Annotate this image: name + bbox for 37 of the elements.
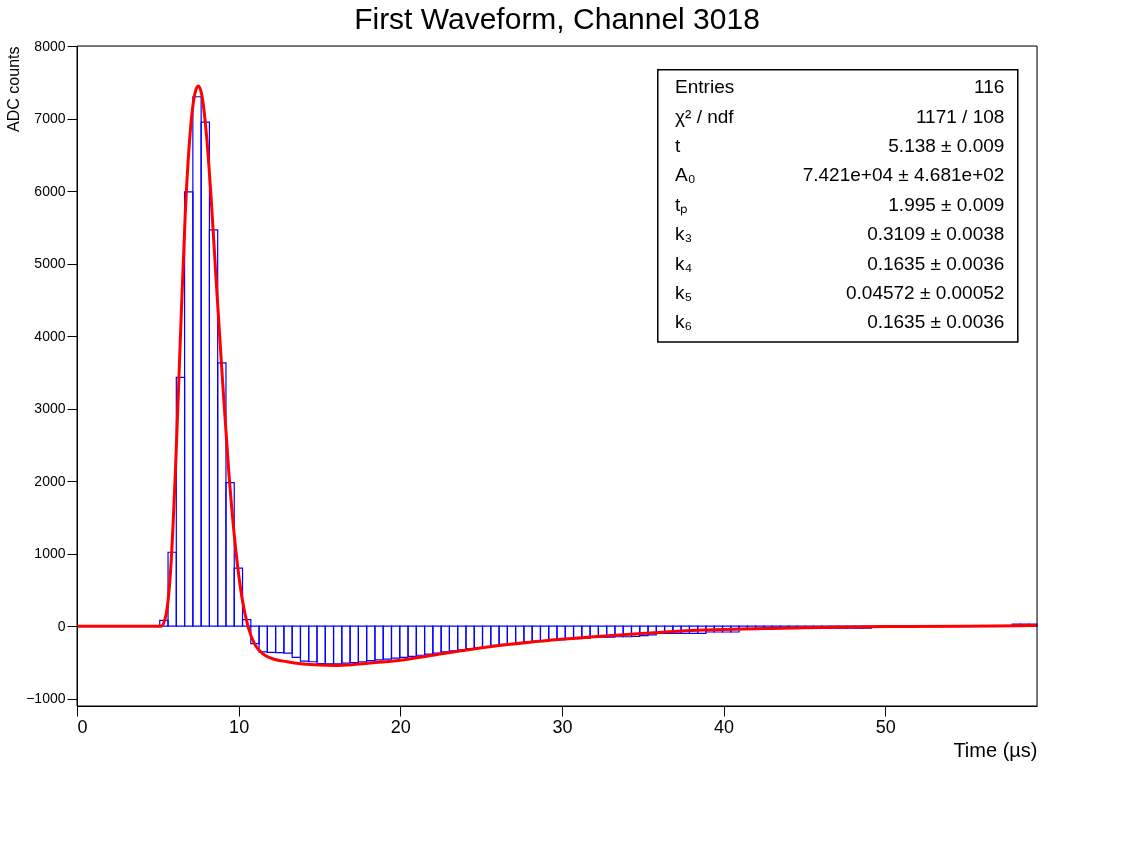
x-tick-label: 0 bbox=[77, 716, 88, 737]
annotation: 1171 / 108 bbox=[915, 105, 1005, 127]
annotation: 5.138 ± 0.009 bbox=[888, 135, 1005, 157]
y-tick-label: 5000 bbox=[34, 255, 66, 272]
y-tick-label: 7000 bbox=[34, 110, 66, 127]
y-axis-title: ADC counts bbox=[5, 46, 23, 132]
y-tick-label: −1000 bbox=[26, 690, 66, 707]
annotation: 7.421e+04 ± 4.681e+02 bbox=[802, 164, 1005, 186]
y-tick-label: 2000 bbox=[34, 472, 66, 489]
annotation: k₅ bbox=[675, 281, 693, 303]
annotation: Entries bbox=[675, 76, 735, 98]
x-tick-label: 50 bbox=[875, 716, 896, 737]
y-tick-label: 3000 bbox=[34, 400, 66, 417]
y-tick-label: 6000 bbox=[34, 182, 66, 199]
annotation: 0.04572 ± 0.00052 bbox=[846, 281, 1005, 303]
annotation: 0.3109 ± 0.0038 bbox=[867, 223, 1005, 245]
annotation: χ² / ndf bbox=[675, 105, 735, 127]
x-tick-label: 10 bbox=[229, 716, 250, 737]
chart-title: First Waveform, Channel 3018 bbox=[354, 2, 760, 35]
annotation: 0.1635 ± 0.0036 bbox=[867, 311, 1005, 333]
annotation: tₚ bbox=[675, 193, 689, 216]
x-tick-label: 20 bbox=[390, 716, 411, 737]
x-axis-title: Time (µs) bbox=[953, 738, 1038, 761]
annotation: t bbox=[675, 135, 682, 157]
x-tick-label: 40 bbox=[714, 716, 735, 737]
annotation: k₃ bbox=[675, 223, 693, 245]
annotation: A₀ bbox=[675, 164, 696, 186]
y-tick-label: 8000 bbox=[34, 37, 66, 54]
annotation: k₆ bbox=[675, 311, 693, 333]
x-tick-label: 30 bbox=[552, 716, 573, 737]
y-tick-label: 1000 bbox=[34, 545, 66, 562]
y-tick-label: 4000 bbox=[34, 327, 66, 344]
annotation: 116 bbox=[974, 76, 1005, 98]
annotation: 1.995 ± 0.009 bbox=[888, 193, 1005, 215]
annotation: 0.1635 ± 0.0036 bbox=[867, 252, 1005, 274]
annotation: k₄ bbox=[675, 252, 693, 274]
y-tick-label: 0 bbox=[57, 617, 66, 634]
